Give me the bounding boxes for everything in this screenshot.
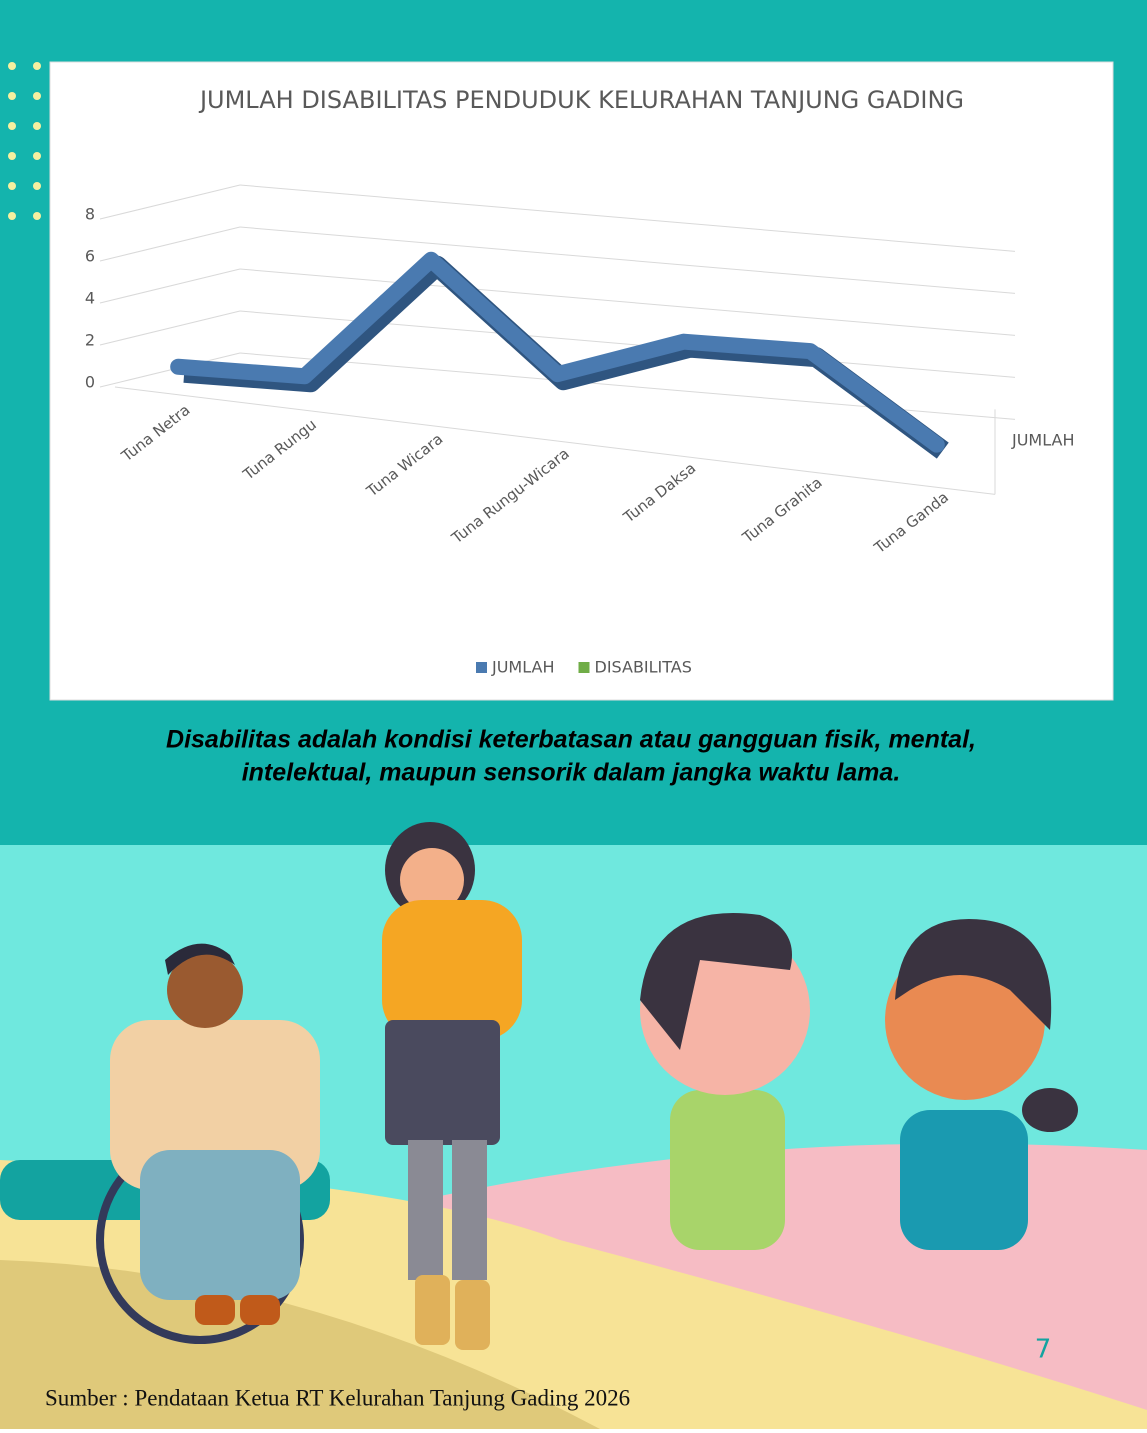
talking-boy (640, 913, 810, 1250)
legend-swatch (476, 662, 487, 673)
wheelchair-person (96, 943, 320, 1344)
depth-axis-label: JUMLAH (1011, 431, 1075, 450)
grid-line (99, 268, 241, 304)
grid-line (99, 310, 241, 346)
shade-hill (0, 1260, 600, 1429)
grid-line (239, 226, 1016, 294)
grid-line (239, 268, 1016, 336)
y-tick-label: 0 (85, 373, 95, 392)
series-line (170, 251, 945, 453)
legend-label: DISABILITAS (595, 658, 692, 677)
grid-line (99, 184, 241, 220)
dot-pattern (8, 62, 41, 220)
talking-girl (885, 919, 1078, 1250)
page-number: 7 (1035, 1335, 1052, 1365)
y-tick-label: 4 (85, 289, 95, 308)
x-axis (114, 386, 996, 495)
y-tick-label: 6 (85, 247, 95, 266)
legend-label: JUMLAH (491, 658, 555, 677)
caption-line: intelektual, maupun sensorik dalam jangk… (242, 759, 901, 787)
source-note: Sumber : Pendataan Ketua RT Kelurahan Ta… (45, 1385, 630, 1410)
caption-line: Disabilitas adalah kondisi keterbatasan … (166, 726, 976, 754)
chart-title: JUMLAH DISABILITAS PENDUDUK KELURAHAN TA… (198, 86, 964, 114)
y-tick-label: 2 (85, 331, 95, 350)
y-tick-label: 8 (85, 205, 95, 224)
grid-line (99, 226, 241, 262)
legend-swatch (578, 662, 590, 673)
grid-line (99, 352, 241, 388)
standing-woman (382, 822, 522, 1350)
grid-line (239, 184, 1016, 252)
